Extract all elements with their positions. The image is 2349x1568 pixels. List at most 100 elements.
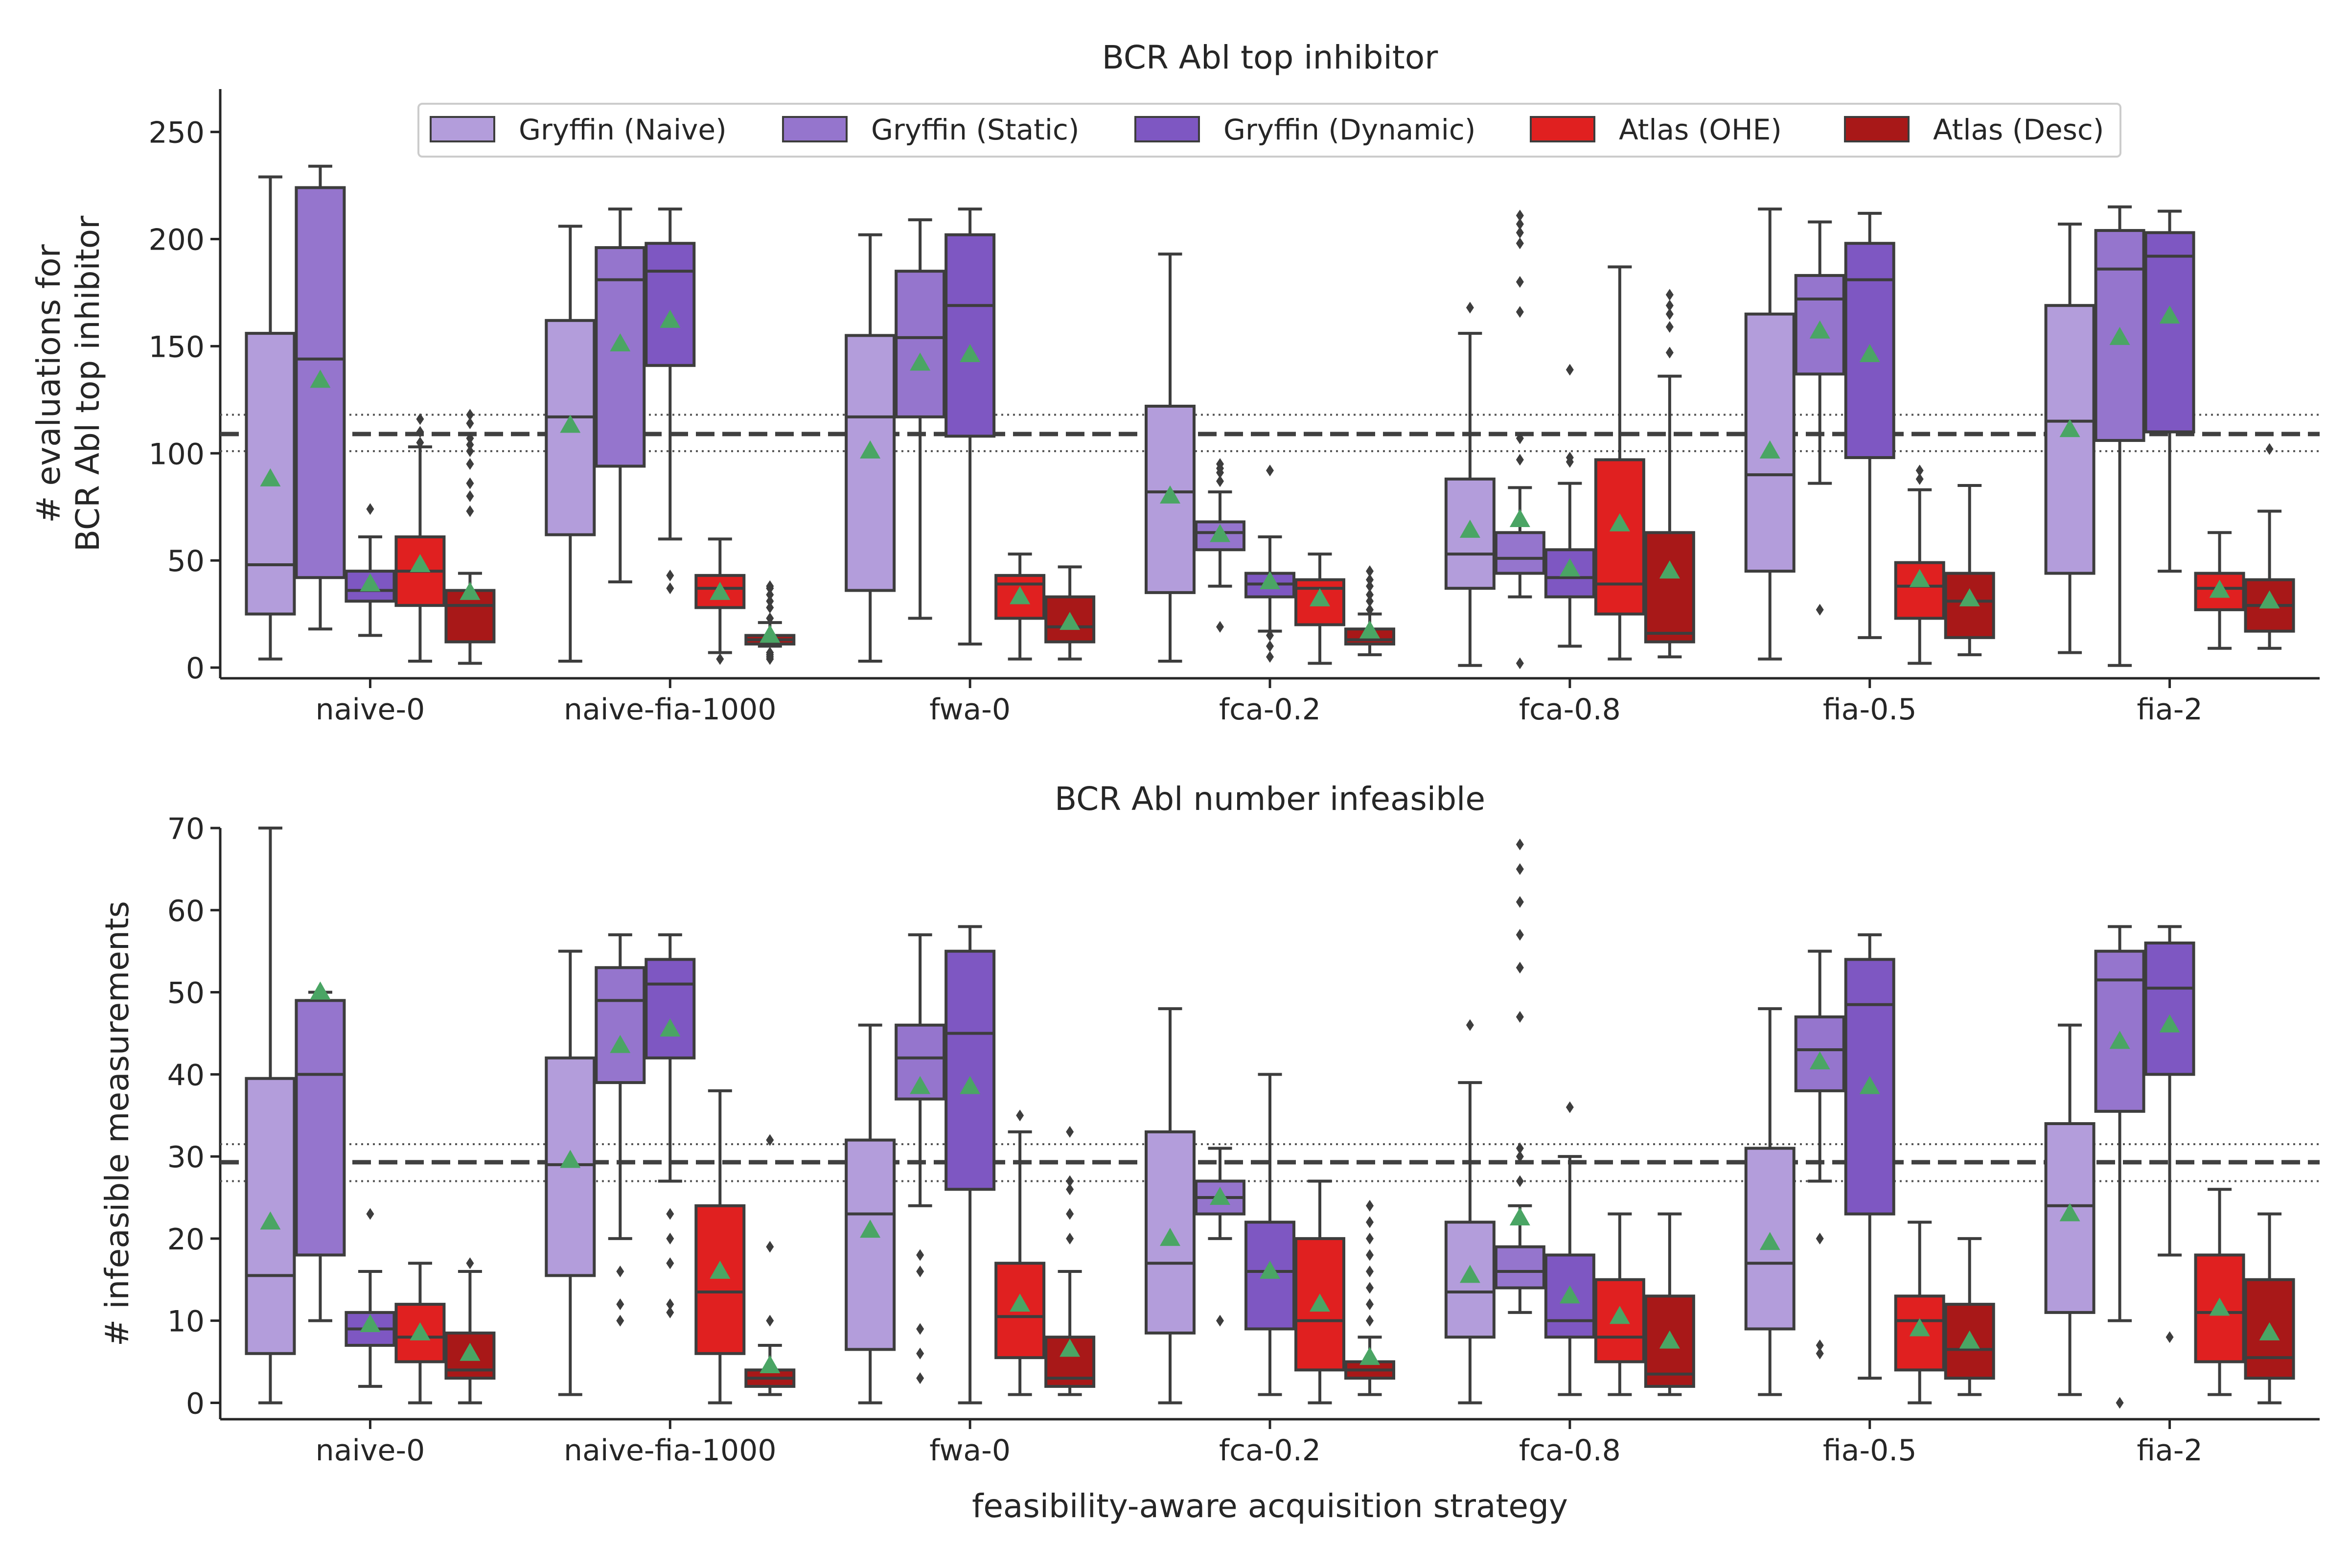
outlier-point [1366,1232,1374,1245]
outlier-point [466,458,474,470]
box-gryffin-static-fwa-0 [895,218,946,620]
box-gryffin-dynamic-fca-0-8 [1544,364,1595,648]
outlier-point [666,1232,674,1245]
outlier-point [666,569,674,581]
box-atlas-ohe-fca-0-2 [1294,1179,1345,1405]
outlier-point [2116,1397,2124,1409]
box-gryffin-static-naive-fia-1000 [595,933,646,1327]
box-gryffin-naive-naive-fia-1000 [545,949,596,1396]
mean-marker [2059,419,2080,438]
x-tick-label: fia-2 [2137,1433,2202,1468]
panel-title: BCR Abl top inhibitor [1102,39,1438,76]
mean-marker [360,573,381,592]
mean-marker [2259,590,2280,609]
box-atlas-ohe-fca-0-8 [1594,1212,1645,1396]
outlier-point [1665,300,1674,312]
top-inhibitor-panel: BCR Abl top inhibitor# evaluations forBC… [30,39,2320,727]
x-tick-label: fca-0.8 [1519,692,1621,727]
box-gryffin-dynamic-naive-fia-1000 [645,933,696,1318]
box-atlas-ohe-fwa-0 [994,553,1046,661]
mean-marker [1959,1330,1980,1349]
y-tick-label: 0 [186,1386,205,1421]
box-iqr [645,242,696,367]
outlier-point [466,505,474,517]
mean-marker [1809,1051,1830,1070]
box-gryffin-static-naive-fia-1000 [595,208,646,583]
mean-marker [860,1220,881,1238]
outlier-point [616,1298,624,1311]
x-tick-label: naive-fia-1000 [564,1433,776,1468]
legend-label-atlas-ohe: Atlas (OHE) [1619,113,1782,146]
outlier-point [766,589,774,601]
y-tick-label: 250 [148,116,205,150]
mean-marker [710,1261,731,1279]
mean-marker [1859,344,1880,362]
box-iqr [2144,231,2195,434]
box-gryffin-dynamic-fca-0-8 [1544,1101,1595,1396]
x-tick-label: fia-2 [2137,692,2202,727]
box-gryffin-static-fca-0-8 [1494,838,1545,1314]
outlier-point [1566,364,1574,376]
box-iqr [1494,531,1545,575]
box-iqr [595,966,646,1084]
y-axis-label-line: # infeasible measurements [98,901,136,1346]
outlier-point [1566,1101,1574,1113]
outlier-point [1216,458,1224,470]
box-iqr [1044,595,1096,644]
outlier-point [1516,227,1524,239]
mean-marker [460,1342,481,1361]
outlier-point [1366,580,1374,592]
box-gryffin-naive-naive-fia-1000 [545,225,596,663]
box-atlas-desc-fca-0-2 [1344,1199,1395,1396]
mean-marker [610,333,631,352]
x-tick-label: fwa-0 [929,692,1011,727]
outlier-point [1516,657,1524,669]
y-tick-label: 50 [167,544,205,578]
outlier-point [766,601,774,614]
outlier-point [1516,218,1524,230]
outlier-point [916,1249,924,1261]
outlier-point [1466,1019,1474,1031]
box-iqr [845,334,896,592]
mean-marker [560,1150,581,1168]
box-gryffin-dynamic-naive-0 [345,503,396,637]
outlier-point [1366,1216,1374,1228]
mean-marker [1859,1076,1880,1094]
box-atlas-ohe-fwa-0 [994,1109,1046,1396]
box-atlas-desc-naive-fia-1000 [744,1134,796,1396]
y-tick-label: 200 [148,223,205,257]
box-gryffin-static-fca-0-2 [1195,1147,1245,1327]
mean-marker [2109,326,2130,345]
outlier-point [1066,1126,1074,1138]
outlier-point [1516,432,1524,444]
box-atlas-ohe-naive-fia-1000 [694,537,746,665]
y-tick-label: 40 [167,1058,205,1092]
outlier-point [766,580,774,592]
mean-marker [1310,588,1330,607]
y-tick-label: 100 [148,437,205,471]
box-iqr [2044,304,2096,575]
mean-marker [260,468,281,486]
outlier-point [1366,589,1374,601]
outlier-point [1516,306,1524,318]
legend-label-gryffin-dynamic: Gryffin (Dynamic) [1223,113,1475,146]
mean-marker [1809,320,1830,339]
x-tick-label: fia-0.5 [1823,1433,1917,1468]
box-gryffin-naive-fia-0-5 [1744,208,1796,661]
mean-marker [1210,1187,1230,1205]
mean-marker [410,1322,431,1340]
legend-swatch-atlas-desc [1844,116,1910,142]
y-tick-label: 10 [167,1305,205,1339]
outlier-point [466,445,474,457]
mean-marker [1759,440,1780,459]
mean-marker [460,581,481,600]
outlier-point [1216,621,1224,633]
mean-marker [1010,1293,1031,1312]
box-gryffin-dynamic-fwa-0 [944,925,996,1405]
box-gryffin-naive-fca-0-8 [1444,301,1496,667]
outlier-point [1266,464,1274,477]
mean-marker [310,981,331,1000]
box-gryffin-static-naive-0 [295,164,346,631]
